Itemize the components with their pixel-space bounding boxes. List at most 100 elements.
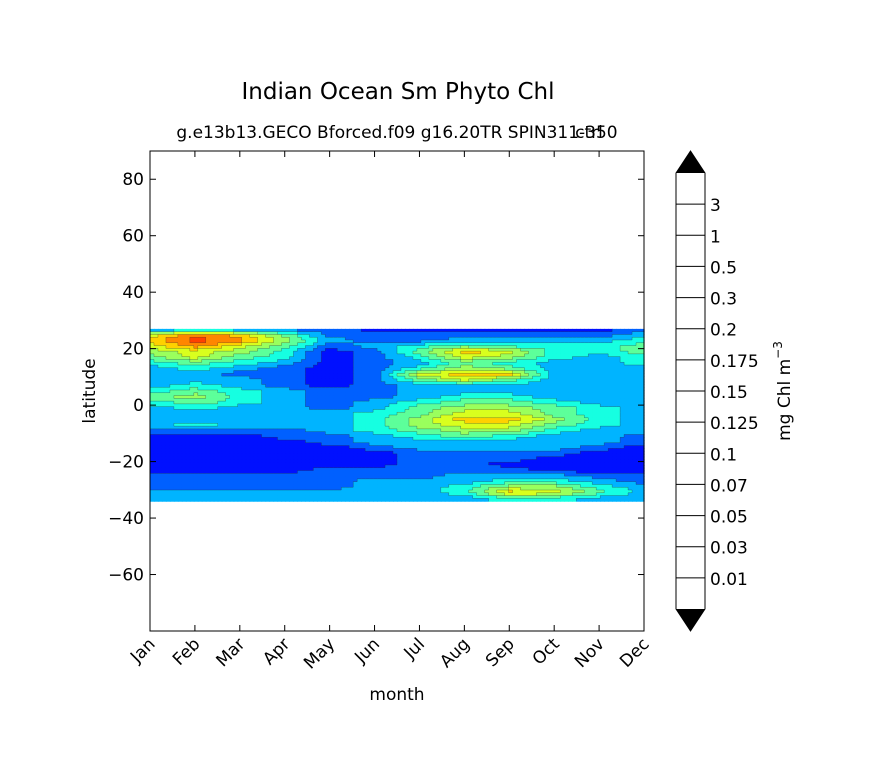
heatmap-cell (548, 359, 553, 363)
heatmap-cell (157, 342, 163, 347)
heatmap-cell (153, 398, 159, 402)
heatmap-cell (480, 345, 486, 349)
heatmap-cell (389, 401, 394, 405)
heatmap-cell (600, 390, 605, 394)
heatmap-cell (193, 378, 199, 383)
heatmap-cell (265, 356, 271, 361)
heatmap-cell (500, 370, 506, 374)
heatmap-cell (512, 337, 518, 341)
heatmap-cell (504, 381, 510, 386)
heatmap-cell (361, 395, 366, 399)
heatmap-cell (608, 420, 613, 424)
heatmap-cell (221, 362, 227, 366)
heatmap-cell (416, 370, 422, 374)
heatmap-cell (540, 392, 545, 397)
heatmap-cell (385, 412, 390, 416)
heatmap-cell (476, 395, 482, 399)
heatmap-cell (217, 395, 223, 399)
heatmap-cell (341, 415, 346, 419)
heatmap-cell (205, 356, 211, 361)
heatmap-cell (592, 337, 597, 341)
heatmap-cell (281, 345, 287, 349)
heatmap-cell (385, 334, 390, 338)
heatmap-cell (632, 339, 637, 344)
heatmap-cell (377, 426, 382, 430)
heatmap-cell (408, 351, 414, 355)
heatmap-cell (157, 351, 163, 355)
heatmap-cell (472, 345, 478, 349)
heatmap-cell (552, 406, 557, 411)
heatmap-cell (500, 437, 506, 441)
heatmap-cell (217, 362, 223, 366)
heatmap-cell (349, 423, 354, 427)
heatmap-cell (500, 342, 506, 347)
heatmap-cell (600, 365, 605, 369)
heatmap-cell (181, 339, 187, 344)
heatmap-cell (448, 412, 454, 416)
heatmap-cell (636, 356, 641, 361)
heatmap-cell (468, 373, 474, 377)
heatmap-cell (253, 409, 259, 413)
heatmap-cell (416, 367, 422, 372)
heatmap-cell (484, 356, 490, 361)
heatmap-cell (237, 356, 243, 361)
heatmap-cell (369, 331, 374, 336)
heatmap-cell (460, 406, 466, 411)
heatmap-cell (512, 370, 518, 374)
heatmap-cell (337, 406, 342, 411)
heatmap-cell (193, 428, 199, 433)
heatmap-cell (201, 337, 207, 341)
heatmap-cell (221, 359, 227, 363)
heatmap-cell (516, 348, 522, 352)
heatmap-cell (281, 381, 287, 386)
heatmap-cell (265, 409, 271, 413)
heatmap-cell (345, 376, 350, 380)
heatmap-cell (444, 367, 450, 372)
heatmap-cell (229, 348, 235, 352)
heatmap-cell (365, 426, 370, 430)
heatmap-cell (157, 390, 163, 394)
heatmap-cell (293, 356, 298, 361)
heatmap-cell (321, 365, 326, 369)
heatmap-cell (349, 339, 354, 344)
heatmap-cell (428, 412, 434, 416)
heatmap-cell (397, 415, 402, 419)
heatmap-cell (640, 437, 645, 441)
heatmap-cell (404, 328, 410, 333)
heatmap-cell (245, 390, 251, 394)
heatmap-cell (556, 390, 561, 394)
heatmap-cell (217, 420, 223, 424)
heatmap-cell (349, 328, 354, 333)
heatmap-cell (416, 392, 422, 397)
heatmap-cell (512, 401, 518, 405)
heatmap-cell (361, 337, 366, 341)
heatmap-cell (420, 412, 426, 416)
heatmap-cell (221, 417, 227, 422)
heatmap-cell (476, 367, 482, 372)
heatmap-cell (317, 398, 322, 402)
heatmap-cell (253, 334, 259, 338)
heatmap-cell (572, 356, 577, 361)
heatmap-cell (480, 328, 486, 333)
heatmap-cell (273, 348, 279, 352)
heatmap-cell (432, 334, 438, 338)
heatmap-cell (273, 353, 279, 358)
heatmap-cell (277, 409, 283, 413)
heatmap-cell (540, 395, 545, 399)
heatmap-cell (233, 345, 239, 349)
heatmap-cell (636, 370, 641, 374)
heatmap-cell (516, 328, 522, 333)
heatmap-cell (253, 440, 259, 444)
heatmap-cell (261, 370, 267, 374)
heatmap-cell (193, 356, 199, 361)
heatmap-cell (193, 381, 199, 386)
heatmap-cell (464, 409, 470, 413)
heatmap-cell (325, 345, 330, 349)
heatmap-cell (253, 345, 259, 349)
heatmap-cell (408, 420, 414, 424)
heatmap-cell (289, 373, 295, 377)
heatmap-cell (536, 409, 542, 413)
heatmap-cell (492, 384, 498, 388)
heatmap-cell (313, 392, 318, 397)
heatmap-cell (257, 390, 263, 394)
